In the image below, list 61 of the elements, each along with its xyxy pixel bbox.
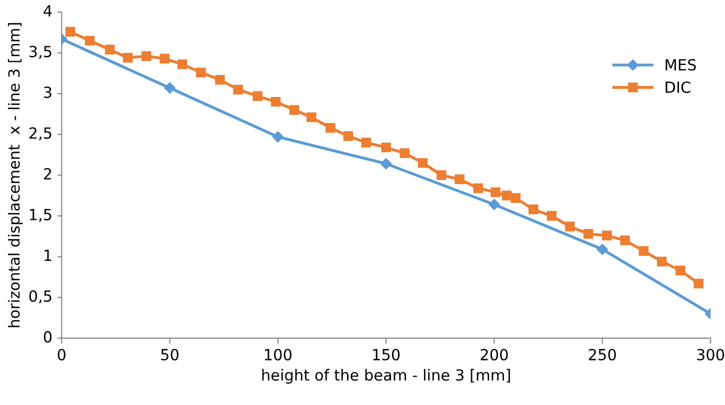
point [583, 228, 594, 239]
x-tick-label: 50 [161, 348, 178, 360]
point [177, 59, 188, 70]
point [510, 193, 520, 203]
point [454, 174, 464, 184]
point [270, 96, 281, 107]
point [122, 52, 133, 63]
point [638, 246, 649, 256]
point [676, 266, 686, 276]
point [65, 26, 76, 37]
y-tick-label: 0,5 [29, 290, 52, 304]
y-tick-label: 0 [44, 331, 52, 343]
y-tick-label: 3,5 [29, 46, 52, 59]
point [343, 131, 354, 141]
x-tick-label: 150 [373, 348, 400, 360]
point [326, 123, 336, 133]
point [233, 84, 243, 94]
point [381, 142, 391, 152]
point [164, 82, 176, 94]
point [380, 158, 392, 170]
point [602, 230, 612, 240]
x-tick-label: 300 [697, 348, 724, 360]
legend-label: MES [666, 59, 696, 71]
point [565, 222, 575, 232]
y-tick-label: 2 [44, 168, 52, 180]
legend-label: DIC [666, 81, 690, 93]
y-tick-label: 3 [44, 86, 52, 98]
y-tick-label: 2,5 [29, 127, 52, 140]
point [656, 256, 667, 266]
y-tick-label: 4 [44, 5, 52, 16]
point [272, 131, 284, 142]
point [490, 187, 500, 198]
point [502, 190, 512, 200]
point [436, 170, 446, 180]
x-tick-label: 0 [58, 348, 66, 360]
point [596, 244, 608, 255]
point [361, 138, 372, 148]
x-tick-label: 250 [588, 348, 616, 360]
point [289, 105, 300, 115]
point [488, 198, 500, 210]
x-tick-label: 100 [265, 348, 292, 360]
point [252, 91, 262, 101]
point [160, 54, 170, 64]
point [306, 112, 316, 122]
point [142, 51, 152, 62]
x-tick-label: 200 [480, 348, 508, 360]
point [215, 74, 225, 85]
point [196, 68, 206, 78]
point [473, 183, 484, 194]
point [620, 236, 630, 246]
point [400, 148, 410, 158]
y-tick-label: 1,5 [30, 208, 52, 222]
point [546, 211, 557, 221]
point [694, 278, 704, 288]
point [104, 44, 115, 55]
point [528, 204, 538, 214]
y-axis-title: horizontal displacement x - line 3 [mm] [8, 23, 23, 328]
point [418, 158, 428, 168]
x-axis-title: height of the beam - line 3 [mm] [262, 368, 510, 384]
point [84, 36, 95, 46]
y-tick-label: 1 [44, 250, 52, 261]
